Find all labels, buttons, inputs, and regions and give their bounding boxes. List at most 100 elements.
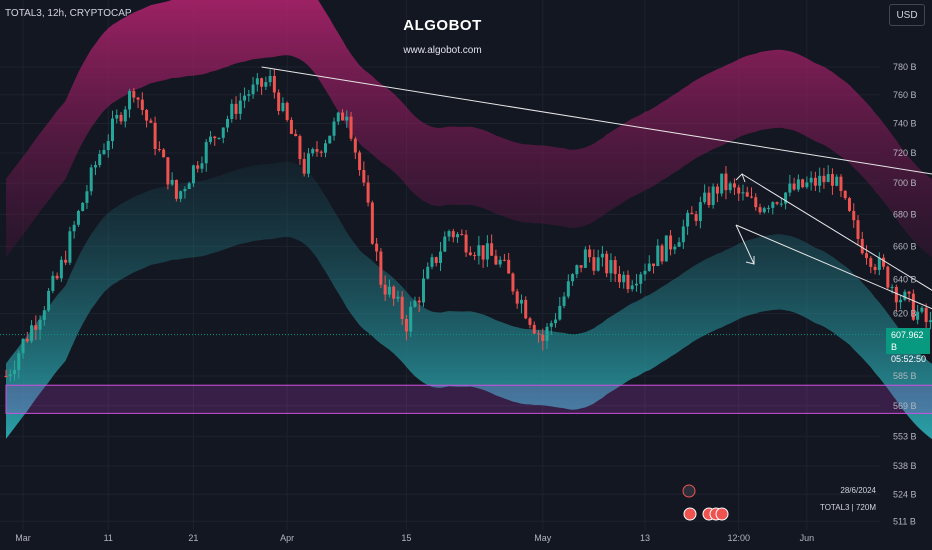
candle-body xyxy=(549,323,553,327)
candle-body xyxy=(524,299,528,319)
price-tick-label: 720 B xyxy=(893,148,917,158)
resistance-trendline[interactable] xyxy=(261,66,932,246)
candle-body xyxy=(281,102,285,111)
candle-body xyxy=(485,243,489,260)
candle-body xyxy=(839,176,843,191)
candle-body xyxy=(460,234,464,236)
candle-body xyxy=(498,259,502,265)
candle-body xyxy=(843,190,847,199)
candle-body xyxy=(852,210,856,221)
candle-body xyxy=(306,153,310,174)
candle-body xyxy=(741,192,745,194)
price-tick-label: 660 B xyxy=(893,241,917,251)
candle-body xyxy=(579,265,583,268)
candle-body xyxy=(596,257,600,271)
candle-body xyxy=(51,275,55,291)
candle-body xyxy=(545,326,549,341)
candle-body xyxy=(865,253,869,259)
watermark-url: www.algobot.com xyxy=(403,45,482,56)
candle-body xyxy=(196,165,200,169)
candle-body xyxy=(916,311,920,320)
candle-body xyxy=(268,75,272,83)
candle-body xyxy=(289,119,293,134)
candle-body xyxy=(758,207,762,213)
candle-body xyxy=(468,252,472,256)
candle-body xyxy=(336,112,340,122)
candle-body xyxy=(93,165,97,168)
candle-body xyxy=(660,245,664,262)
candle-body xyxy=(519,299,523,304)
candle-body xyxy=(251,84,255,95)
price-tick-label: 524 B xyxy=(893,489,917,499)
candle-body xyxy=(903,291,907,300)
candle-body xyxy=(847,198,851,211)
candle-body xyxy=(622,274,626,283)
candle-body xyxy=(324,143,327,153)
candle-body xyxy=(42,310,46,320)
candle-body xyxy=(439,251,443,263)
candle-body xyxy=(562,296,566,306)
candle-body xyxy=(72,224,76,232)
candle-body xyxy=(890,286,894,288)
candle-body xyxy=(277,92,281,111)
candle-body xyxy=(98,154,102,166)
price-tick-label: 640 B xyxy=(893,274,917,284)
candle-body xyxy=(221,127,225,138)
candle-body xyxy=(681,226,685,243)
candle-body xyxy=(353,138,357,153)
candle-body xyxy=(302,159,306,174)
candle-body xyxy=(238,100,242,114)
projection-up-arrow xyxy=(741,173,932,291)
candlesticks xyxy=(4,68,932,382)
candle-body xyxy=(85,191,89,203)
price-tick-label: 700 B xyxy=(893,178,917,188)
candle-body xyxy=(822,175,826,183)
candle-body xyxy=(17,353,21,371)
candle-body xyxy=(630,285,634,290)
event-lightning-icon xyxy=(682,484,696,498)
candle-body xyxy=(264,82,268,87)
candle-body xyxy=(230,103,234,119)
candle-body xyxy=(673,246,677,250)
candle-body xyxy=(153,122,157,150)
candle-body xyxy=(515,291,519,304)
candle-body xyxy=(788,183,792,193)
candle-body xyxy=(285,102,289,120)
candle-body xyxy=(413,300,417,307)
candle-body xyxy=(68,231,72,263)
candle-body xyxy=(13,370,17,375)
last-price-value: 607.962 B xyxy=(891,330,924,352)
candle-body xyxy=(383,284,387,295)
candle-body xyxy=(920,307,924,312)
candle-body xyxy=(528,318,532,325)
candle-body xyxy=(123,109,127,122)
event-marker-icon xyxy=(715,507,729,521)
candle-body xyxy=(745,192,749,197)
event-markers[interactable] xyxy=(682,484,729,521)
price-tick-label: 538 B xyxy=(893,461,917,471)
candle-body xyxy=(392,286,396,299)
candle-body xyxy=(226,118,230,128)
candle-body xyxy=(451,231,455,238)
projection-arrows[interactable] xyxy=(735,173,932,360)
candle-body xyxy=(720,173,724,194)
candle-body xyxy=(149,120,153,123)
candle-body xyxy=(421,278,425,303)
arrowhead xyxy=(745,256,755,265)
candle-body xyxy=(737,187,741,194)
currency-button[interactable]: USD xyxy=(889,4,925,26)
candle-body xyxy=(613,260,617,274)
time-tick-label: Jun xyxy=(800,533,815,543)
candle-body xyxy=(404,319,408,332)
candle-body xyxy=(145,110,149,121)
candle-body xyxy=(494,255,498,265)
candle-body xyxy=(366,182,370,203)
candle-body xyxy=(430,257,434,267)
candle-body xyxy=(115,114,119,119)
candle-body xyxy=(652,263,656,267)
candle-body xyxy=(873,266,877,270)
candle-body xyxy=(187,183,191,190)
time-tick-label: 13 xyxy=(640,533,650,543)
support-zone[interactable] xyxy=(5,384,932,414)
